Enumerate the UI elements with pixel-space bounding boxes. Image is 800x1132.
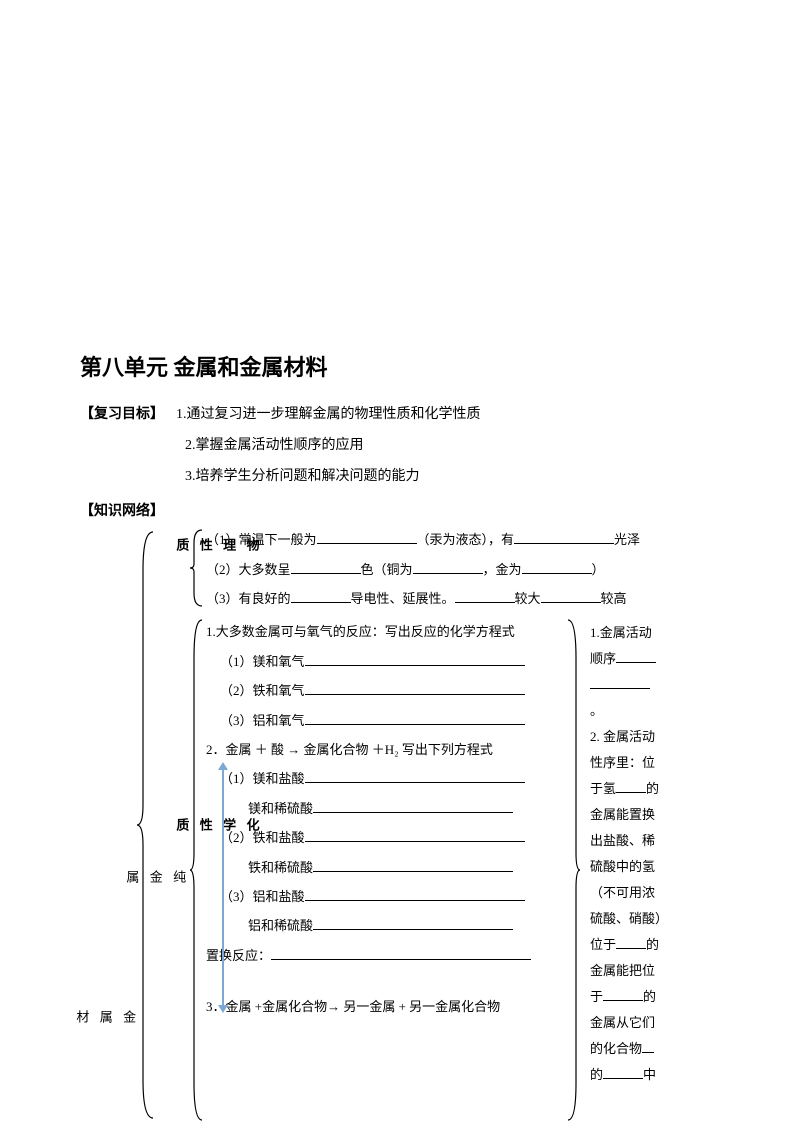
right-2a: 2. 金属活动 [590,724,680,750]
objective-3: 3.培养学生分析问题和解决问题的能力 [185,462,420,493]
right-2m: 的化合物 [590,1036,680,1062]
objective-1: 1.通过复习进一步理解金属的物理性质和化学性质 [176,400,481,431]
objectives-label: 【复习目标】 [80,400,164,431]
chem-block: 1.大多数金属可与氧气的反应：写出反应的化学方程式 （1）镁和氧气 （2）铁和氧… [206,620,531,1024]
right-2c: 于氢的 [590,776,680,802]
chem-2: 2．金属 ＋ 酸 → 金属化合物 ＋H₂ 写出下列方程式 [206,738,531,761]
right-2b: 性序里：位 [590,750,680,776]
chem-3: 3．金属 +金属化合物→ 另一金属 + 另一金属化合物 [206,995,531,1018]
phys-block: （1）常温下一般为（汞为液态），有光泽 （2）大多数呈色（铜为，金为） （3）有… [206,528,640,616]
chem-2-3b: 铝和稀硫酸 [206,914,531,937]
right-2f: 硫酸中的氢 [590,854,680,880]
arrow-line [222,770,224,1005]
right-2j: 金属能把位 [590,958,680,984]
chem-2-1: （1）镁和盐酸 [206,767,531,790]
chem-2-1b: 镁和稀硫酸 [206,797,531,820]
brace-pure-metal [135,530,155,1120]
chem-1-1: （1）镁和氧气 [206,650,531,673]
chem-2-2: （2）铁和盐酸 [206,826,531,849]
right-1b: 顺序 [590,646,680,672]
chem-1-3: （3）铝和氧气 [206,709,531,732]
right-2g: （不可用浓 [590,880,680,906]
chem-replacement: 置换反应： [206,944,531,967]
right-2d: 金属能置换 [590,802,680,828]
right-2h: 硫酸、硝酸） [590,906,680,932]
chem-2-3: （3）铝和盐酸 [206,885,531,908]
brace-phys [188,528,204,610]
objective-2: 2.掌握金属活动性顺序的应用 [185,431,364,462]
label-pure-metal: 纯金属 [120,870,190,891]
unit-title: 第八单元 金属和金属材料 [80,350,720,382]
right-1b2 [590,672,680,698]
right-2l: 金属从它们 [590,1010,680,1036]
chem-1: 1.大多数金属可与氧气的反应：写出反应的化学方程式 [206,620,531,643]
objectives-block: 【复习目标】 1.通过复习进一步理解金属的物理性质和化学性质 2.掌握金属活动性… [80,400,720,492]
brace-chem [188,618,204,1123]
right-2n: 的中 [590,1062,680,1088]
chem-1-2: （2）铁和氧气 [206,679,531,702]
label-metal-material: 金属材 [70,1010,140,1031]
right-2e: 出盐酸、稀 [590,828,680,854]
knowledge-network-label: 【知识网络】 [80,500,720,520]
phys-line-1: （1）常温下一般为（汞为液态），有光泽 [206,528,640,551]
brace-right [566,618,582,1123]
right-1a: 1.金属活动 [590,620,680,646]
chem-2-2b: 铁和稀硫酸 [206,856,531,879]
arrow-down-icon [218,1005,228,1013]
right-1c: 。 [590,698,680,724]
phys-line-2: （2）大多数呈色（铜为，金为） [206,558,640,581]
right-column: 1.金属活动 顺序 。 2. 金属活动 性序里：位 于氢的 金属能置换 出盐酸、… [590,620,680,1088]
right-2k: 于的 [590,984,680,1010]
arrow-up-icon [218,762,228,770]
right-2i: 位于的 [590,932,680,958]
phys-line-3: （3）有良好的导电性、延展性。较大较高 [206,587,640,610]
